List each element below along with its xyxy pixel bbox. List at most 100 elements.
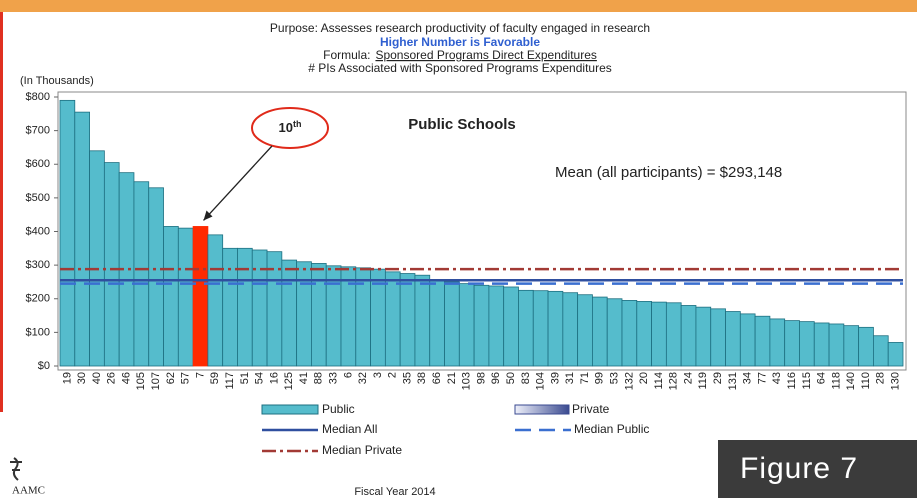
bar bbox=[710, 308, 726, 367]
x-tick-label: 128 bbox=[668, 372, 680, 390]
x-tick-label: 46 bbox=[120, 372, 132, 384]
mean-text: Mean (all participants) = $293,148 bbox=[555, 164, 782, 181]
favorable: Higher Number is Favorable bbox=[380, 35, 540, 49]
x-tick-label: 99 bbox=[594, 372, 606, 384]
x-tick-label: 57 bbox=[180, 372, 192, 384]
bar bbox=[281, 259, 298, 367]
highlight-bar bbox=[192, 226, 209, 367]
bar bbox=[133, 181, 150, 367]
y-tick-label: $300 bbox=[26, 259, 50, 271]
x-tick-label: 41 bbox=[298, 372, 310, 384]
y-tick-label: $400 bbox=[26, 225, 50, 237]
x-tick-label: 105 bbox=[135, 372, 147, 390]
y-tick-label: $600 bbox=[26, 158, 50, 170]
bar bbox=[754, 315, 771, 367]
y-tick-label: $800 bbox=[26, 91, 50, 103]
bar bbox=[444, 281, 460, 367]
bar bbox=[665, 302, 682, 367]
bar bbox=[680, 305, 697, 367]
x-tick-label: 110 bbox=[860, 372, 872, 390]
x-tick-label: 115 bbox=[801, 372, 813, 390]
bar bbox=[739, 313, 756, 367]
y-tick-label: $200 bbox=[26, 293, 50, 305]
x-tick-label: 116 bbox=[786, 372, 798, 390]
bar bbox=[843, 325, 860, 367]
legend-label: Median All bbox=[322, 422, 377, 436]
x-tick-label: 21 bbox=[446, 372, 458, 384]
x-tick-label: 59 bbox=[209, 372, 221, 384]
x-tick-label: 28 bbox=[875, 372, 887, 384]
bar bbox=[340, 266, 357, 367]
bar bbox=[887, 342, 904, 367]
bar bbox=[577, 294, 593, 367]
legend-label: Private bbox=[572, 402, 610, 416]
legend-swatch bbox=[514, 404, 570, 415]
bar bbox=[163, 226, 179, 367]
x-tick-label: 32 bbox=[357, 372, 369, 384]
top-band bbox=[0, 0, 917, 12]
arrow-head bbox=[203, 210, 213, 221]
bar bbox=[89, 150, 105, 367]
x-tick-label: 54 bbox=[254, 372, 266, 384]
formula-label: Formula: bbox=[323, 48, 370, 62]
x-tick-label: 104 bbox=[535, 372, 547, 390]
figure-label: Figure 7 bbox=[740, 452, 858, 485]
bar bbox=[651, 301, 667, 367]
x-tick-label: 31 bbox=[564, 372, 576, 384]
bar bbox=[562, 292, 579, 367]
legend-label: Public bbox=[322, 402, 355, 416]
legend-swatch bbox=[261, 404, 319, 415]
x-tick-label: 125 bbox=[283, 372, 295, 390]
bar bbox=[222, 247, 238, 367]
x-tick-label: 3 bbox=[372, 372, 384, 378]
x-tick-label: 2 bbox=[387, 372, 399, 378]
bar bbox=[384, 271, 401, 367]
bar bbox=[488, 285, 505, 367]
bar bbox=[311, 263, 327, 367]
x-tick-label: 34 bbox=[742, 372, 754, 384]
bar bbox=[59, 99, 76, 367]
bar bbox=[399, 273, 416, 367]
formula-numerator: Sponsored Programs Direct Expenditures bbox=[375, 48, 596, 62]
x-tick-label: 132 bbox=[623, 372, 635, 390]
legend-label: Median Public bbox=[574, 422, 649, 436]
x-tick-label: 33 bbox=[328, 372, 340, 384]
x-tick-label: 53 bbox=[609, 372, 621, 384]
x-tick-label: 77 bbox=[756, 372, 768, 384]
y-tick-label: $0 bbox=[38, 360, 50, 372]
x-tick-label: 64 bbox=[816, 372, 828, 384]
x-tick-label: 19 bbox=[61, 372, 73, 384]
x-tick-label: 131 bbox=[727, 372, 739, 390]
x-tick-label: 50 bbox=[505, 372, 517, 384]
bar bbox=[148, 187, 164, 367]
bar bbox=[414, 274, 431, 367]
bar bbox=[873, 335, 889, 367]
x-tick-label: 119 bbox=[697, 372, 709, 390]
figure-box bbox=[718, 440, 917, 498]
bar bbox=[695, 306, 712, 367]
formula: Formula: Sponsored Programs Direct Expend… bbox=[323, 48, 597, 62]
x-tick-label: 35 bbox=[401, 372, 413, 384]
bar bbox=[518, 289, 534, 367]
x-tick-label: 107 bbox=[150, 372, 162, 390]
x-tick-label: 51 bbox=[239, 372, 251, 384]
bar bbox=[503, 286, 519, 367]
x-tick-label: 24 bbox=[682, 372, 694, 384]
x-tick-label: 117 bbox=[224, 372, 236, 390]
x-tick-label: 103 bbox=[461, 372, 473, 390]
x-tick-label: 130 bbox=[890, 372, 902, 390]
x-tick-label: 71 bbox=[579, 372, 591, 384]
x-tick-label: 114 bbox=[653, 372, 665, 390]
bar bbox=[251, 249, 268, 367]
bar bbox=[606, 298, 623, 367]
annotation-number: 10 bbox=[279, 120, 293, 135]
x-tick-label: 66 bbox=[431, 372, 443, 384]
annotation: 10th bbox=[279, 119, 302, 135]
bar bbox=[74, 111, 90, 367]
annotation-circle bbox=[251, 107, 329, 149]
x-tick-label: 43 bbox=[771, 372, 783, 384]
bar bbox=[237, 247, 253, 367]
x-tick-label: 7 bbox=[194, 372, 206, 378]
x-tick-label: 16 bbox=[268, 372, 280, 384]
